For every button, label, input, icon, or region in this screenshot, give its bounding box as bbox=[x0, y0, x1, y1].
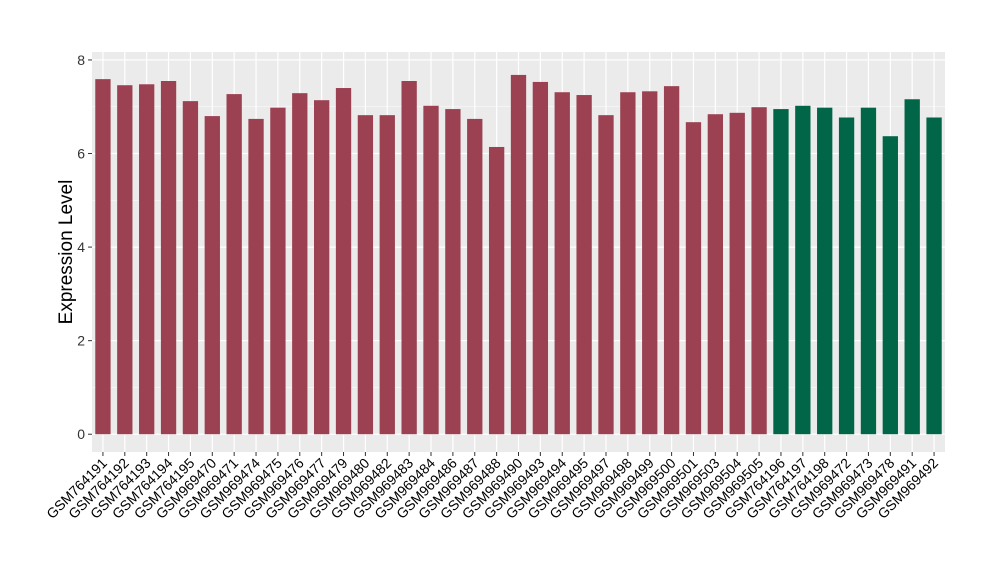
y-tick-label: 2 bbox=[77, 333, 85, 349]
y-tick-label: 8 bbox=[77, 52, 85, 68]
bar-GSM969486 bbox=[445, 109, 461, 435]
bar-GSM969493 bbox=[532, 81, 549, 435]
bar-GSM764197 bbox=[795, 105, 811, 435]
bar-GSM969492 bbox=[926, 117, 942, 435]
bar-GSM969495 bbox=[576, 95, 592, 435]
y-tick-label: 0 bbox=[77, 426, 85, 442]
bar-GSM969491 bbox=[904, 99, 920, 435]
bar-GSM969490 bbox=[510, 74, 527, 435]
bar-GSM969478 bbox=[882, 136, 898, 435]
bar-GSM969476 bbox=[292, 93, 308, 435]
bar-GSM969474 bbox=[248, 118, 264, 435]
bar-GSM969470 bbox=[204, 116, 220, 435]
bar-GSM969505 bbox=[751, 107, 767, 435]
bar-GSM764193 bbox=[139, 84, 155, 435]
bar-GSM969473 bbox=[860, 107, 877, 435]
bar-GSM969484 bbox=[423, 105, 439, 435]
y-axis-label: Expression Level bbox=[56, 180, 77, 325]
bar-GSM969488 bbox=[488, 146, 505, 435]
bar-GSM969497 bbox=[598, 115, 614, 435]
bar-GSM969498 bbox=[620, 92, 636, 435]
bar-GSM764195 bbox=[182, 101, 199, 435]
bar-GSM969500 bbox=[663, 86, 680, 435]
bar-GSM969504 bbox=[729, 112, 745, 435]
bar-GSM969494 bbox=[554, 92, 570, 435]
bar-GSM969479 bbox=[335, 88, 352, 435]
bar-GSM969475 bbox=[270, 107, 286, 435]
x-axis: GSM764191GSM764192GSM764193GSM764194GSM7… bbox=[43, 452, 941, 522]
y-tick-label: 4 bbox=[77, 239, 85, 255]
bar-GSM969499 bbox=[642, 91, 658, 435]
bar-GSM969503 bbox=[707, 114, 724, 435]
bars bbox=[95, 74, 942, 435]
bar-GSM969477 bbox=[313, 100, 330, 435]
bar-GSM969471 bbox=[226, 94, 242, 435]
bar-GSM969487 bbox=[467, 118, 483, 435]
bar-GSM969501 bbox=[685, 122, 702, 435]
bar-GSM764194 bbox=[160, 81, 177, 435]
bar-GSM969472 bbox=[838, 117, 855, 435]
bar-GSM969480 bbox=[357, 115, 374, 435]
bar-GSM969482 bbox=[379, 115, 395, 435]
bar-GSM764191 bbox=[95, 79, 111, 435]
bar-GSM764196 bbox=[773, 109, 789, 435]
y-axis: 0 2 4 6 8 bbox=[77, 52, 92, 442]
bar-GSM969483 bbox=[401, 81, 417, 435]
bar-GSM764192 bbox=[117, 85, 133, 435]
y-tick-label: 6 bbox=[77, 146, 85, 162]
bar-GSM764198 bbox=[817, 107, 833, 435]
